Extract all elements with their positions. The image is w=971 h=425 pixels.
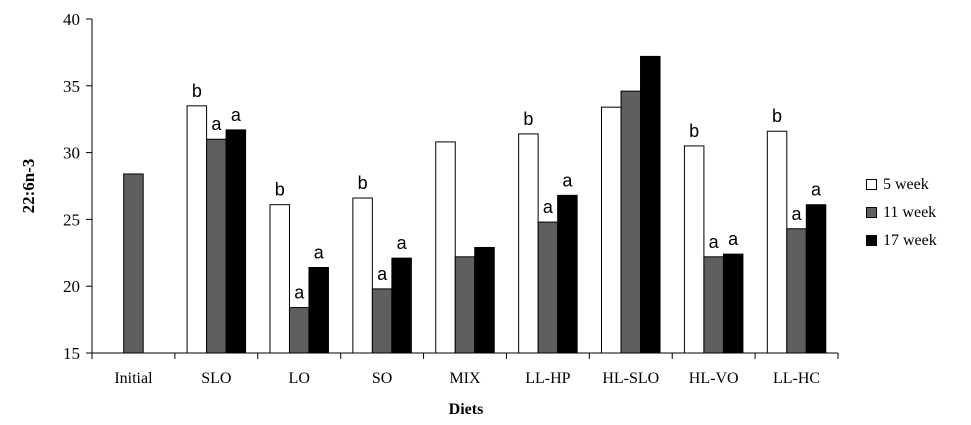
bar-11-week-HL-VO <box>703 256 724 354</box>
significance-label: a <box>728 229 739 249</box>
legend-label-5-week: 5 week <box>883 175 929 193</box>
bar-17-week-MIX <box>474 246 495 354</box>
y-tick-label: 15 <box>63 344 80 363</box>
bar-5-week-MIX <box>435 141 456 354</box>
bar-11-week-SLO <box>206 138 227 354</box>
bar-11-week-HL-SLO <box>620 90 642 354</box>
significance-label: b <box>275 180 285 200</box>
bar-5-week-LO <box>269 204 290 354</box>
x-tick-label: MIX <box>449 370 481 387</box>
significance-label: b <box>523 109 533 129</box>
bar-11-week-LL-HC <box>786 228 807 354</box>
significance-label: a <box>314 242 325 262</box>
bar-11-week-MIX <box>454 256 476 354</box>
x-tick-label: SLO <box>201 370 231 387</box>
y-tick-label: 20 <box>63 277 80 296</box>
significance-label: b <box>689 121 699 141</box>
bar-17-week-LO <box>308 266 329 354</box>
significance-label: a <box>709 232 720 252</box>
bar-5-week-HL-VO <box>683 145 705 354</box>
significance-label: a <box>377 264 388 284</box>
significance-label: b <box>192 81 202 101</box>
legend-item-5-week: 5 week <box>866 172 937 197</box>
significance-label: a <box>397 233 408 253</box>
bar-5-week-LL-HP <box>518 133 539 354</box>
bar-17-week-SLO <box>225 129 247 354</box>
y-tick-label: 35 <box>63 77 80 96</box>
bar-17-week-LL-HP <box>557 194 578 354</box>
legend-item-11-week: 11 week <box>866 200 937 225</box>
x-tick-label: Initial <box>114 370 153 387</box>
legend-swatch-5-week <box>866 179 877 190</box>
y-axis-title: 22:6n-3 <box>19 159 38 214</box>
x-tick-label: LO <box>289 370 310 387</box>
bar-11-week-SO <box>371 288 393 354</box>
legend-label-17-week: 17 week <box>883 231 937 249</box>
bar-5-week-LL-HC <box>766 130 788 354</box>
x-tick-label: HL-VO <box>689 370 739 387</box>
bar-17-week-HL-SLO <box>640 55 661 354</box>
bar-5-week-HL-SLO <box>601 106 622 354</box>
legend: 5 week 11 week 17 week <box>866 172 937 256</box>
y-axis: 15 20 25 30 35 40 <box>63 10 93 363</box>
legend-item-17-week: 17 week <box>866 228 937 253</box>
x-tick-label: SO <box>372 370 392 387</box>
significance-label: b <box>772 106 782 126</box>
significance-label: a <box>543 197 554 217</box>
x-axis: Initial SLO LO SO MIX LL-HP HL-SLO HL-VO LL-HC <box>91 352 839 387</box>
significance-label: a <box>231 105 242 125</box>
legend-swatch-11-week <box>866 207 877 218</box>
significance-label: a <box>562 170 573 190</box>
significance-label: a <box>792 204 803 224</box>
y-tick-label: 30 <box>63 144 80 163</box>
x-tick-label: HL-SLO <box>602 370 659 387</box>
bar-11-week-LO <box>288 307 310 354</box>
x-axis-title: Diets <box>449 401 484 418</box>
x-tick-label: LL-HP <box>525 370 570 387</box>
x-tick-label: LL-HC <box>773 370 820 387</box>
bar-17-week-LL-HC <box>805 204 827 354</box>
y-tick-label: 40 <box>63 10 80 29</box>
bar-17-week-SO <box>391 257 412 354</box>
bar-11-week-LL-HP <box>537 221 559 354</box>
significance-label: a <box>811 180 822 200</box>
significance-label: b <box>358 173 368 193</box>
significance-label: a <box>211 114 222 134</box>
bar-5-week-SLO <box>186 105 208 354</box>
bar-17-week-HL-VO <box>722 253 744 354</box>
legend-label-11-week: 11 week <box>883 203 937 221</box>
bar-5-week-SO <box>352 197 373 354</box>
legend-swatch-17-week <box>866 235 877 246</box>
bar-11-week-Initial <box>123 173 144 354</box>
bars <box>123 55 827 354</box>
significance-label: a <box>294 283 305 303</box>
y-tick-label: 25 <box>63 210 80 229</box>
